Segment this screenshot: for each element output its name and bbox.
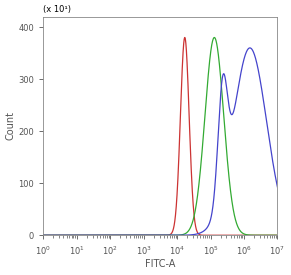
Y-axis label: Count: Count: [6, 111, 15, 141]
X-axis label: FITC-A: FITC-A: [145, 259, 175, 270]
Text: (x 10¹): (x 10¹): [43, 6, 71, 15]
